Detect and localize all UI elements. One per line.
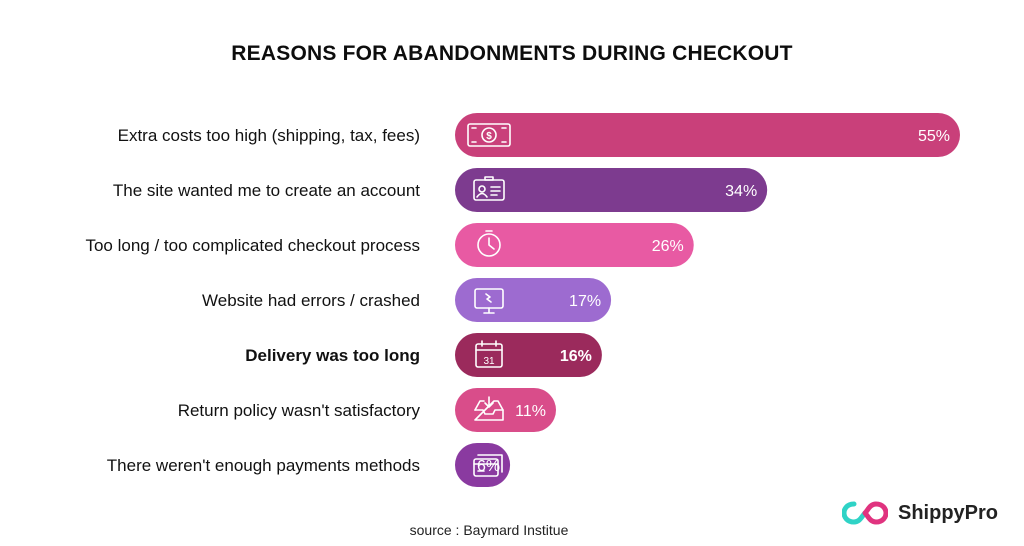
bar-2 xyxy=(455,168,768,212)
bar-group-5: 31 16% Delivery was too long xyxy=(245,333,602,377)
bar-group-7: 6% There weren't enough payments methods xyxy=(107,443,511,487)
value-label-2: 34% xyxy=(725,183,757,200)
infinity-logo-icon xyxy=(842,501,888,525)
money-icon: $ xyxy=(467,123,511,147)
calendar-icon: 31 xyxy=(475,340,503,368)
category-label-4: Website had errors / crashed xyxy=(202,291,420,310)
id-card-icon xyxy=(473,176,505,201)
value-label-3: 26% xyxy=(652,238,684,255)
bar-group-6: 11% Return policy wasn't satisfactory xyxy=(178,388,556,432)
bar-group-1: $55% Extra costs too high (shipping, tax,… xyxy=(118,113,960,157)
brand-name: ShippyPro xyxy=(898,501,999,524)
source-note: source : Baymard Institue xyxy=(409,522,569,538)
chart-title: REASONS FOR ABANDONMENTS DURING CHECKOUT xyxy=(231,42,793,65)
value-label-5: 16% xyxy=(560,348,592,365)
bar-group-4: 17% Website had errors / crashed xyxy=(202,278,612,322)
category-label-5: Delivery was too long xyxy=(245,346,420,365)
shippypro-logo: ShippyPro xyxy=(842,497,1012,529)
credit-cards-icon xyxy=(473,454,503,477)
category-label-6: Return policy wasn't satisfactory xyxy=(178,401,421,420)
value-label-4: 17% xyxy=(569,293,601,310)
clock-icon xyxy=(477,230,501,257)
bar-group-2: 34% The site wanted me to create an accou… xyxy=(113,168,768,212)
bar-6 xyxy=(455,388,556,432)
value-label-6: 11% xyxy=(515,403,546,420)
svg-text:$: $ xyxy=(486,131,492,142)
category-label-7: There weren't enough payments methods xyxy=(107,456,420,475)
value-label-1: 55% xyxy=(918,128,950,145)
value-label-7: 6% xyxy=(477,458,500,475)
inbox-return-icon xyxy=(474,396,504,421)
category-label-1: Extra costs too high (shipping, tax, fee… xyxy=(118,126,420,145)
bar-3 xyxy=(455,223,694,267)
category-label-3: Too long / too complicated checkout proc… xyxy=(85,236,420,255)
bar-1 xyxy=(455,113,960,157)
svg-text:31: 31 xyxy=(483,356,495,367)
category-label-2: The site wanted me to create an account xyxy=(113,181,420,200)
bar-group-3: 26% Too long / too complicated checkout p… xyxy=(85,223,694,267)
monitor-error-icon xyxy=(474,288,504,314)
